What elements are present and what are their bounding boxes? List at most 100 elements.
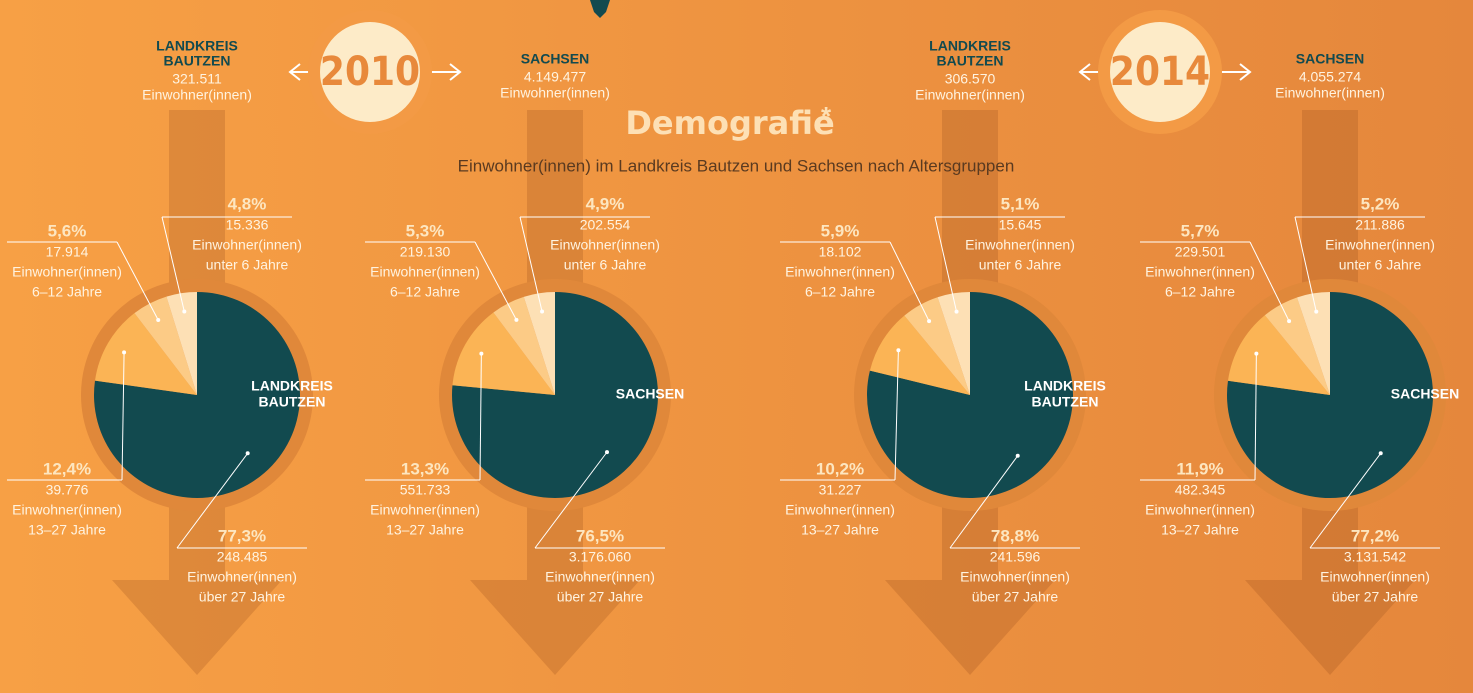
- region-name: LANDKREIS: [929, 38, 1011, 54]
- region-unit: Einwohner(innen): [1275, 85, 1385, 101]
- slice-category: 6–12 Jahre: [390, 284, 460, 300]
- slice-unit: Einwohner(innen): [965, 237, 1075, 253]
- arrow-tip: [1078, 63, 1091, 81]
- leader-line: [1294, 216, 1317, 312]
- title-mark: *: [821, 101, 832, 131]
- leader-line: [1249, 241, 1290, 322]
- pie-slice: [869, 315, 970, 395]
- leader-dot: [514, 317, 519, 322]
- slice-count: 211.886: [1355, 217, 1405, 233]
- leader-line: [894, 350, 899, 481]
- leader-line: [889, 241, 930, 322]
- year-circle: [1110, 22, 1210, 122]
- pie-center-label: SACHSEN: [1391, 386, 1459, 402]
- slice-percent: 5,2%: [1361, 194, 1400, 213]
- slice-category: 6–12 Jahre: [32, 284, 102, 300]
- region-total: 321.511: [172, 71, 222, 87]
- slice-count: 31.227: [819, 482, 862, 498]
- leader-line: [1309, 452, 1382, 549]
- arrow-head: [1245, 580, 1415, 675]
- top-ornament: [590, 0, 610, 18]
- leader-dot: [156, 317, 161, 322]
- pie-center-label: BAUTZEN: [1032, 394, 1099, 410]
- arrow-head: [470, 580, 640, 675]
- slice-category: unter 6 Jahre: [1339, 257, 1422, 273]
- subtitle: Einwohner(innen) im Landkreis Bautzen un…: [458, 156, 1015, 175]
- leader-dot: [245, 451, 250, 456]
- slice-count: 241.596: [990, 549, 1041, 565]
- leader-line: [519, 216, 543, 312]
- region-total: 4.149.477: [524, 69, 586, 85]
- year: 2014: [1110, 49, 1210, 95]
- slice-unit: Einwohner(innen): [192, 237, 302, 253]
- pie-slice: [1227, 315, 1330, 395]
- region-name: LANDKREIS: [156, 38, 238, 54]
- slice-percent: 5,6%: [48, 221, 87, 240]
- slice-percent: 5,7%: [1181, 221, 1220, 240]
- slice-percent: 13,3%: [401, 459, 449, 478]
- slice-count: 17.914: [46, 244, 89, 260]
- slice-percent: 77,3%: [218, 526, 266, 545]
- leader-dot: [1287, 319, 1292, 324]
- leader-line: [479, 353, 482, 481]
- slice-percent: 10,2%: [816, 459, 864, 478]
- slice-unit: Einwohner(innen): [12, 264, 122, 280]
- slice-percent: 77,2%: [1351, 526, 1399, 545]
- region-name: SACHSEN: [521, 51, 589, 67]
- region-unit: Einwohner(innen): [142, 87, 252, 103]
- leader-dot: [896, 348, 901, 353]
- leader-dot: [927, 319, 932, 324]
- leader-line: [161, 216, 185, 312]
- leader-line: [176, 453, 249, 549]
- pie-slice: [937, 292, 970, 395]
- slice-percent: 5,1%: [1001, 194, 1040, 213]
- leader-dot: [1378, 451, 1383, 456]
- slice-category: 13–27 Jahre: [1161, 522, 1239, 538]
- slice-percent: 4,9%: [586, 194, 625, 213]
- slice-category: über 27 Jahre: [972, 589, 1059, 605]
- region-total: 4.055.274: [1299, 69, 1361, 85]
- pie-center-label: BAUTZEN: [259, 394, 326, 410]
- slice-percent: 5,9%: [821, 221, 860, 240]
- slice-percent: 11,9%: [1176, 459, 1223, 478]
- leader-dot: [122, 350, 127, 355]
- slice-percent: 12,4%: [43, 459, 91, 478]
- slice-unit: Einwohner(innen): [370, 502, 480, 518]
- slice-category: über 27 Jahre: [557, 589, 644, 605]
- slice-category: 13–27 Jahre: [801, 522, 879, 538]
- leader-line: [121, 352, 125, 481]
- region-name: BAUTZEN: [164, 53, 231, 69]
- pie-slice: [1296, 292, 1330, 395]
- slice-count: 229.501: [1175, 244, 1226, 260]
- slice-category: über 27 Jahre: [1332, 589, 1419, 605]
- region-name: BAUTZEN: [937, 53, 1004, 69]
- leader-dot: [1254, 351, 1259, 356]
- slice-count: 551.733: [400, 482, 451, 498]
- slice-unit: Einwohner(innen): [1320, 569, 1430, 585]
- arrow-tip: [449, 63, 462, 81]
- slice-count: 3.176.060: [569, 549, 631, 565]
- pie-slice: [493, 296, 555, 395]
- pie-slice: [523, 292, 555, 395]
- pie-center-label: LANDKREIS: [251, 378, 333, 394]
- leader-dot: [1015, 453, 1020, 458]
- slice-unit: Einwohner(innen): [1145, 264, 1255, 280]
- slice-category: 13–27 Jahre: [386, 522, 464, 538]
- pie-slice: [904, 297, 970, 395]
- slice-count: 482.345: [1175, 482, 1226, 498]
- leader-dot: [540, 309, 545, 314]
- slice-percent: 4,8%: [228, 194, 267, 213]
- pie-slice: [134, 296, 197, 395]
- slice-unit: Einwohner(innen): [1145, 502, 1255, 518]
- slice-count: 39.776: [46, 482, 89, 498]
- title: Demografie: [625, 104, 834, 142]
- slice-count: 3.131.542: [1344, 549, 1406, 565]
- pie-slice: [1264, 297, 1330, 395]
- slice-percent: 76,5%: [576, 526, 624, 545]
- region-total: 306.570: [945, 71, 996, 87]
- leader-line: [474, 241, 517, 321]
- pie-center-label: SACHSEN: [616, 386, 684, 402]
- slice-category: unter 6 Jahre: [979, 257, 1062, 273]
- slice-unit: Einwohner(innen): [545, 569, 655, 585]
